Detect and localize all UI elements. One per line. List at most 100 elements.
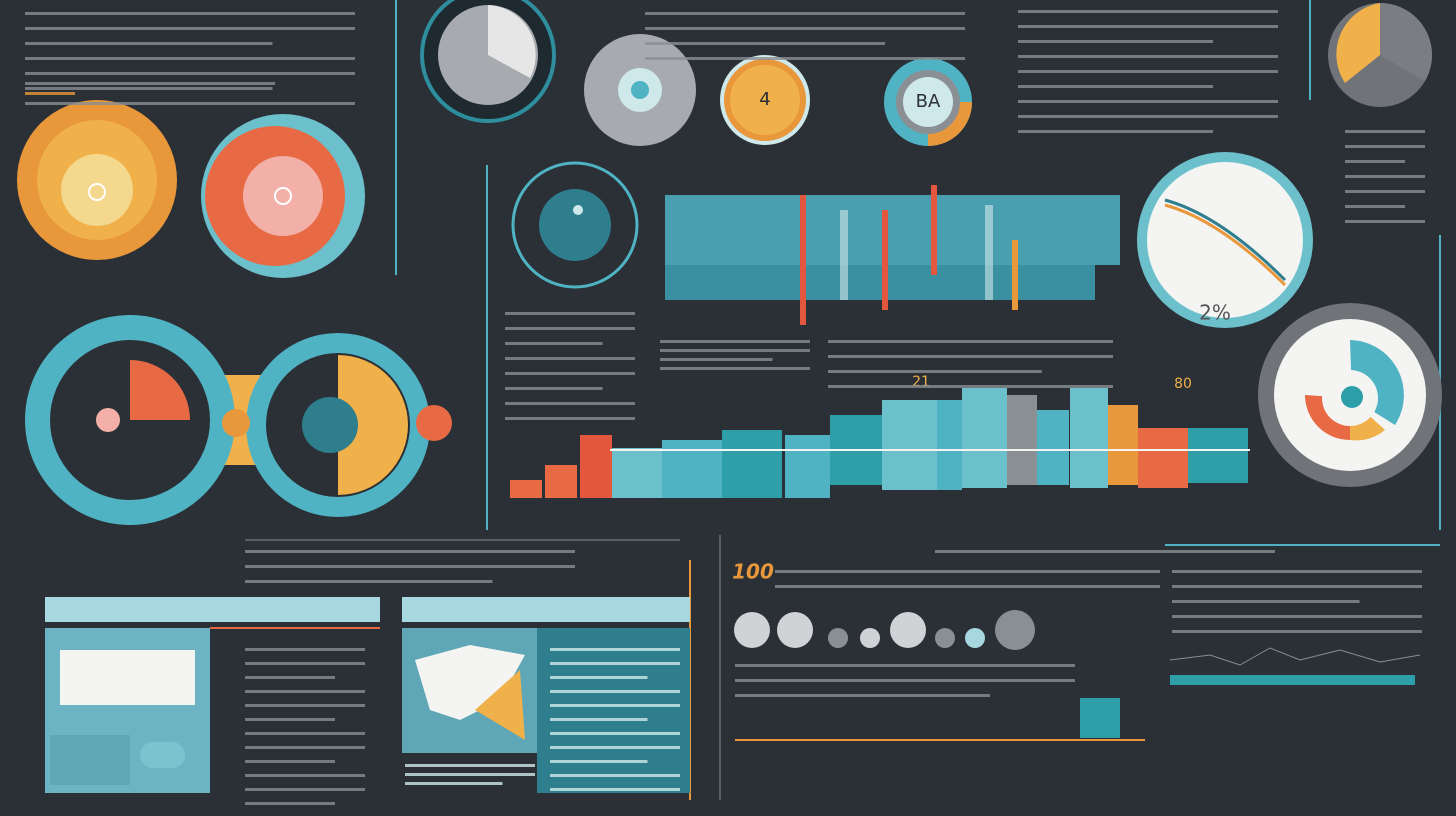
text-line (1172, 615, 1422, 618)
badge-label: BA (916, 91, 941, 112)
text-line (505, 312, 635, 315)
text-line (245, 690, 365, 693)
text-line (1018, 40, 1213, 43)
text-line (550, 648, 680, 651)
bar (882, 400, 937, 490)
ring (274, 187, 292, 205)
bar (1037, 410, 1069, 485)
bar (1108, 405, 1138, 485)
text-line (550, 690, 680, 693)
icon (890, 612, 926, 648)
text-line (405, 782, 503, 785)
bar (1012, 240, 1018, 310)
text-line (245, 676, 335, 679)
icon (935, 628, 955, 648)
text-line (1345, 130, 1425, 133)
text-line (550, 718, 648, 721)
bar (722, 430, 782, 498)
bar (662, 440, 722, 498)
sparkline (1169, 647, 1421, 666)
text-line (550, 774, 680, 777)
text-line (550, 676, 648, 679)
text-line (735, 694, 990, 697)
text-line (25, 102, 355, 105)
marker (416, 405, 452, 441)
pie (1380, 3, 1432, 81)
text-line (1018, 10, 1278, 13)
gauge-label: 4 (759, 89, 770, 110)
bar (931, 185, 937, 275)
text-line (25, 42, 273, 45)
bar (882, 210, 888, 310)
text-line (828, 355, 1113, 358)
text-line (245, 732, 365, 735)
text-line (828, 385, 1113, 388)
text-line (645, 42, 885, 45)
text-line (245, 746, 365, 749)
text-line (25, 27, 355, 30)
panel (537, 628, 690, 793)
bar (840, 210, 848, 300)
icon (734, 612, 770, 648)
text-line (1345, 190, 1425, 193)
text-line (505, 372, 635, 375)
text-line (1018, 25, 1278, 28)
text-line (245, 788, 365, 791)
text-line (645, 57, 965, 60)
text-line (1018, 130, 1213, 133)
text-line (550, 788, 680, 791)
text-line (25, 82, 275, 85)
bar (1188, 428, 1248, 483)
bar (510, 480, 542, 498)
text-line (1345, 220, 1425, 223)
text-line (25, 57, 355, 60)
text-line (735, 664, 1075, 667)
chart-band (665, 195, 1120, 265)
text-line (1345, 205, 1405, 208)
bar (985, 205, 993, 300)
panel-header (45, 597, 380, 622)
donut (96, 408, 120, 432)
bar (545, 465, 577, 498)
panel-card (60, 650, 195, 705)
text-line (505, 342, 603, 345)
text-line (550, 746, 680, 749)
text-line (660, 358, 773, 361)
text-line (550, 704, 680, 707)
text-line (1018, 55, 1278, 58)
gauge (724, 59, 806, 141)
text-line (735, 679, 1075, 682)
text-line (25, 92, 75, 95)
icon (965, 628, 985, 648)
text-line (550, 732, 680, 735)
strip (1170, 675, 1415, 685)
text-line (1172, 570, 1422, 573)
chart-band (665, 265, 1095, 300)
text-line (245, 774, 365, 777)
text-line (25, 72, 355, 75)
text-line (775, 570, 1160, 573)
text-line (245, 760, 335, 763)
donut (130, 360, 190, 420)
text-line (505, 327, 635, 330)
text-line (1172, 585, 1422, 588)
text-line (1345, 145, 1425, 148)
gauge (631, 81, 649, 99)
panel-card (140, 742, 185, 768)
text-line (1018, 100, 1278, 103)
donut (1341, 386, 1363, 408)
bar (800, 195, 806, 325)
panel-number: 100 (732, 560, 774, 584)
text-line (245, 718, 335, 721)
rule (210, 627, 380, 629)
dial (539, 189, 611, 261)
pie (1336, 3, 1380, 83)
text-line (1172, 600, 1360, 603)
donut (302, 397, 358, 453)
text-line (550, 662, 680, 665)
text-line (828, 370, 1042, 373)
text-line (245, 580, 493, 583)
dial (573, 205, 583, 215)
text-line (1172, 630, 1422, 633)
